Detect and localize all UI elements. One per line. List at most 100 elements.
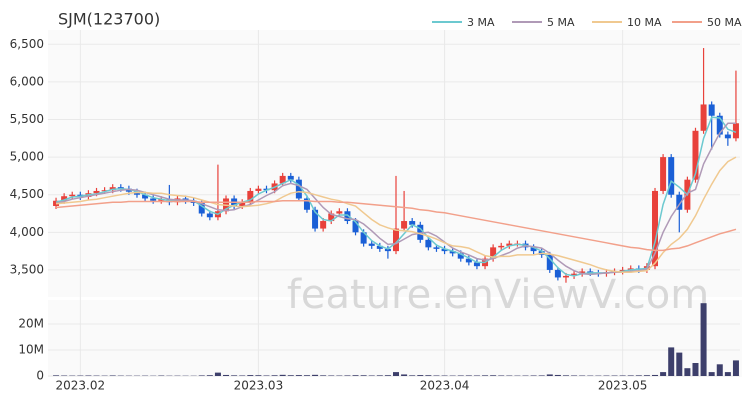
volume-tick-label: 10M [18,343,44,357]
volume-bar [716,364,723,376]
x-tick-label: 2023.03 [234,379,284,393]
candle-body [668,157,675,195]
volume-bar [562,375,569,376]
candle-body [571,273,578,276]
volume-bar [214,372,221,376]
candle-body [473,262,480,267]
volume-bar [643,375,650,376]
volume-bar [352,375,359,376]
candle-body [562,275,569,278]
candle-body [457,253,464,259]
volume-bar [619,375,626,376]
candle-body [117,187,124,189]
candle-body [554,269,561,278]
volume-bar [231,375,238,376]
legend-label: 5 MA [547,16,575,29]
x-tick-label: 2023.02 [56,379,106,393]
candle-body [724,134,731,139]
volume-bar [295,375,302,376]
ma-line [55,156,737,273]
candle-body [732,123,739,139]
volume-bar [425,375,432,376]
price-panel [48,30,742,297]
volume-bar [344,375,351,376]
volume-bar [206,375,213,376]
candle-body [368,243,375,246]
volume-bar [635,375,642,376]
volume-bar [465,375,472,376]
volume-bar [279,374,286,376]
volume-bar [287,375,294,376]
y-tick-label: 6,000 [10,74,44,88]
volume-bar [328,375,335,376]
volume-bar [660,372,667,376]
volume-bar [627,375,634,376]
y-tick-label: 4,000 [10,225,44,239]
candle-body [393,228,399,252]
candle-body [101,190,108,192]
volume-bar [546,374,553,376]
ma-line [55,199,737,252]
x-tick-label: 2023.04 [420,379,470,393]
volume-bar [401,374,408,376]
candle-body [336,211,343,214]
candle-body [700,104,707,131]
volume-bar [554,374,561,376]
candle-body [498,245,505,248]
candle-body [660,157,667,191]
volume-bar [473,375,480,376]
volume-bar [457,375,464,376]
candle-body [312,209,319,229]
candle-body [506,243,513,246]
candle-body [384,248,391,252]
volume-bar [384,375,391,376]
candle-body [441,248,448,252]
volume-bar [85,375,92,376]
volume-bar [368,375,375,376]
candle-body [425,239,432,248]
volume-bar [223,374,230,376]
candle-body [328,213,335,222]
volume-bar [53,375,60,376]
candle-body [449,251,456,254]
candle-body [279,175,286,184]
watermark: feature.enViewV.com [287,272,709,318]
candle-body [69,194,76,197]
volume-bar [732,360,739,376]
legend-label: 50 MA [707,16,742,29]
y-tick-label: 5,500 [10,112,44,126]
candle-body [150,198,157,201]
volume-bar [417,375,424,376]
legend-label: 10 MA [627,16,662,29]
x-tick-label: 2023.05 [598,379,648,393]
y-tick-label: 3,500 [10,262,44,276]
y-tick-label: 6,500 [10,37,44,51]
volume-bar [700,303,707,376]
candle-body [93,190,100,194]
volume-bar [360,375,367,376]
volume-bar [724,372,731,376]
volume-bar [433,375,440,376]
candle-body [61,196,68,201]
volume-bar [652,374,659,376]
volume-bar [571,375,578,376]
candle-body [692,130,699,180]
candle-body [320,221,327,229]
y-tick-label: 5,000 [10,150,44,164]
candle-body [376,245,383,249]
volume-bar [109,375,116,376]
volume-bar [490,375,497,376]
candle-body [142,194,149,199]
volume-tick-label: 20M [18,317,44,331]
candle-body [125,188,132,192]
volume-bar [676,352,683,376]
candle-body [417,224,424,240]
candle-body [465,258,472,263]
volume-bar [247,375,254,376]
candle-body [360,232,367,244]
volume-bar [263,375,270,376]
candle-body [247,190,254,203]
candle-body [490,247,497,259]
